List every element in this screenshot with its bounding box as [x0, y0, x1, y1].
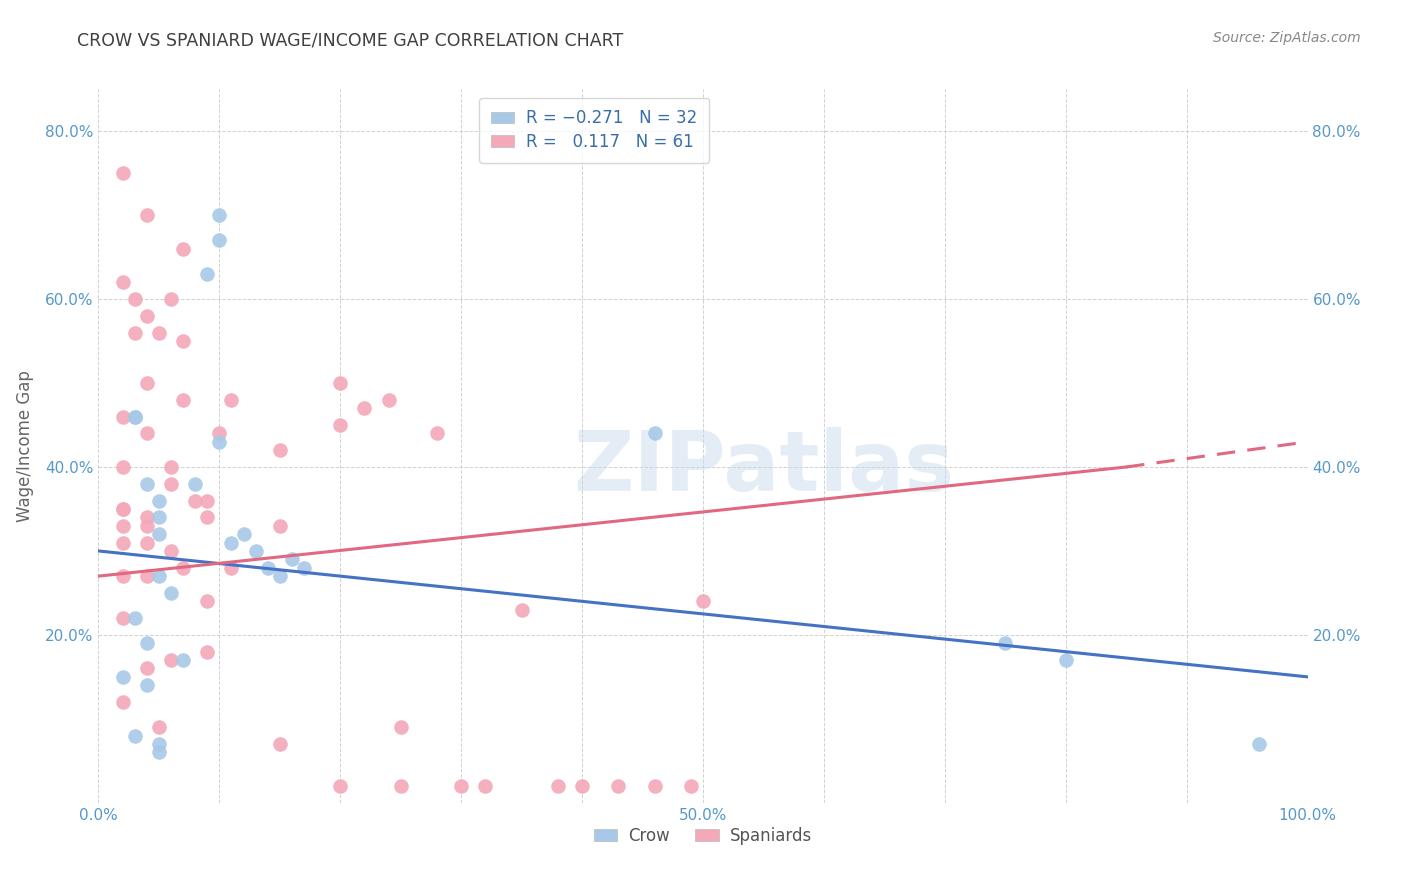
- Point: [474, 779, 496, 793]
- Point: [111, 670, 134, 684]
- Point: [208, 434, 231, 449]
- Point: [389, 779, 412, 793]
- Point: [135, 309, 157, 323]
- Point: [135, 426, 157, 441]
- Point: [135, 510, 157, 524]
- Point: [135, 476, 157, 491]
- Point: [172, 242, 194, 256]
- Point: [232, 527, 254, 541]
- Point: [172, 392, 194, 407]
- Point: [172, 653, 194, 667]
- Point: [135, 636, 157, 650]
- Point: [111, 518, 134, 533]
- Point: [195, 493, 218, 508]
- Text: CROW VS SPANIARD WAGE/INCOME GAP CORRELATION CHART: CROW VS SPANIARD WAGE/INCOME GAP CORRELA…: [77, 31, 624, 49]
- Point: [148, 737, 170, 751]
- Point: [148, 569, 170, 583]
- Point: [111, 535, 134, 549]
- Point: [148, 746, 170, 760]
- Point: [160, 292, 183, 306]
- Point: [111, 569, 134, 583]
- Point: [172, 560, 194, 574]
- Point: [135, 678, 157, 692]
- Point: [644, 779, 666, 793]
- Point: [692, 594, 714, 608]
- Point: [135, 535, 157, 549]
- Point: [377, 392, 399, 407]
- Point: [195, 594, 218, 608]
- Point: [1054, 653, 1077, 667]
- Point: [135, 376, 157, 390]
- Point: [571, 779, 593, 793]
- Legend: Crow, Spaniards: Crow, Spaniards: [586, 821, 820, 852]
- Point: [426, 426, 449, 441]
- Point: [208, 208, 231, 222]
- Point: [547, 779, 569, 793]
- Point: [208, 426, 231, 441]
- Point: [679, 779, 702, 793]
- Point: [269, 518, 291, 533]
- Point: [160, 476, 183, 491]
- Point: [124, 729, 146, 743]
- Point: [160, 544, 183, 558]
- Point: [111, 166, 134, 180]
- Point: [148, 510, 170, 524]
- Point: [148, 493, 170, 508]
- Point: [221, 535, 243, 549]
- Point: [450, 779, 472, 793]
- Point: [124, 292, 146, 306]
- Point: [994, 636, 1017, 650]
- Point: [148, 527, 170, 541]
- Point: [208, 233, 231, 247]
- Point: [135, 569, 157, 583]
- Point: [221, 392, 243, 407]
- Point: [148, 720, 170, 734]
- Point: [292, 560, 315, 574]
- Point: [160, 586, 183, 600]
- Point: [135, 208, 157, 222]
- Point: [195, 645, 218, 659]
- Point: [124, 409, 146, 424]
- Point: [269, 443, 291, 458]
- Point: [221, 560, 243, 574]
- Point: [329, 779, 352, 793]
- Point: [353, 401, 375, 416]
- Point: [195, 510, 218, 524]
- Point: [160, 653, 183, 667]
- Point: [111, 611, 134, 625]
- Point: [1249, 737, 1271, 751]
- Point: [124, 611, 146, 625]
- Point: [135, 518, 157, 533]
- Point: [195, 267, 218, 281]
- Point: [111, 460, 134, 475]
- Point: [172, 334, 194, 348]
- Point: [389, 720, 412, 734]
- Point: [124, 409, 146, 424]
- Point: [607, 779, 630, 793]
- Point: [510, 603, 533, 617]
- Point: [281, 552, 304, 566]
- Point: [329, 417, 352, 432]
- Point: [111, 502, 134, 516]
- Y-axis label: Wage/Income Gap: Wage/Income Gap: [15, 370, 34, 522]
- Text: Source: ZipAtlas.com: Source: ZipAtlas.com: [1213, 31, 1361, 45]
- Point: [148, 326, 170, 340]
- Point: [329, 376, 352, 390]
- Point: [256, 560, 278, 574]
- Point: [269, 737, 291, 751]
- Point: [184, 476, 207, 491]
- Point: [111, 695, 134, 709]
- Point: [644, 426, 666, 441]
- Point: [135, 661, 157, 675]
- Point: [111, 275, 134, 289]
- Point: [124, 326, 146, 340]
- Point: [111, 502, 134, 516]
- Point: [269, 569, 291, 583]
- Point: [111, 409, 134, 424]
- Text: ZIPatlas: ZIPatlas: [574, 427, 953, 508]
- Point: [184, 493, 207, 508]
- Point: [160, 460, 183, 475]
- Point: [245, 544, 267, 558]
